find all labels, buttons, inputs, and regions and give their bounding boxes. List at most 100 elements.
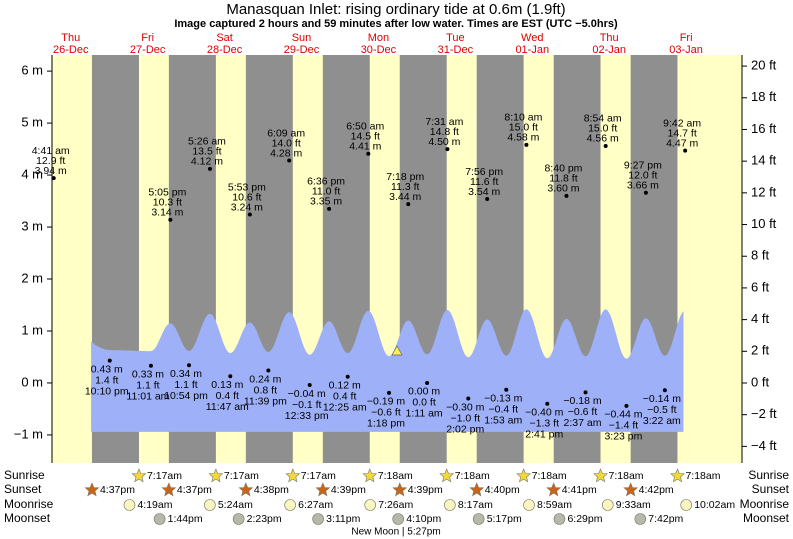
tide-point xyxy=(287,158,292,163)
tide-point xyxy=(643,190,648,195)
moonset-time: 2:23pm xyxy=(247,513,282,525)
sunset-icon xyxy=(161,482,177,497)
row-label: Sunrise xyxy=(4,468,45,482)
tide-label: −0.6 ft xyxy=(568,406,598,418)
tide-point xyxy=(107,358,112,363)
tide-label: 0.33 m xyxy=(132,369,164,381)
y-tick-label: 4 m xyxy=(21,166,43,181)
sunset-icon xyxy=(623,482,639,497)
tide-label: 9:42 am xyxy=(663,117,701,129)
sunset-time: 4:38pm xyxy=(254,484,289,496)
y-tick-label: 1 m xyxy=(21,322,43,337)
tide-label: 4.56 m xyxy=(587,133,619,145)
sunrise-time: 7:17am xyxy=(301,470,336,482)
moonrise-time: 6:27am xyxy=(298,499,333,511)
sunrise-icon xyxy=(362,468,378,483)
day-date: 01-Jan xyxy=(515,44,549,56)
tide-label: −0.6 ft xyxy=(371,407,401,419)
tide-point xyxy=(445,147,450,152)
day-date: 28-Dec xyxy=(207,44,243,56)
sunrise-time: 7:17am xyxy=(147,470,182,482)
tide-label: 3.94 m xyxy=(35,165,67,177)
moonrise-icon xyxy=(204,499,216,511)
sunrise-time: 7:18am xyxy=(532,470,567,482)
row-label: Sunset xyxy=(4,482,42,496)
tide-label: −0.13 m xyxy=(484,392,522,404)
moonset-icon xyxy=(553,513,566,525)
tide-label: −0.1 ft xyxy=(292,399,322,411)
tide-label: 7:18 pm xyxy=(386,171,424,183)
sunrise-icon xyxy=(593,468,608,483)
y2-tick-label: 14 ft xyxy=(751,153,777,168)
tide-label: 4.47 m xyxy=(666,137,698,149)
sunrise-time: 7:18am xyxy=(609,470,644,482)
moonset-icon xyxy=(472,513,485,525)
moonset-time: 4:10pm xyxy=(406,513,441,525)
tide-label: 0.12 m xyxy=(329,380,361,392)
tide-point xyxy=(524,142,529,147)
day-date: 03-Jan xyxy=(669,44,703,56)
tide-point xyxy=(345,374,350,379)
moonrise-icon xyxy=(364,499,377,511)
y2-tick-label: 12 ft xyxy=(751,184,777,199)
tide-label: 8:40 pm xyxy=(544,163,582,175)
tide-label: 12.9 ft xyxy=(36,155,65,167)
row-label: Moonrise xyxy=(4,497,54,511)
tide-label: −0.4 ft xyxy=(489,403,519,415)
tide-label: 3.60 m xyxy=(547,183,579,195)
tide-label: 0.43 m xyxy=(91,363,123,375)
tide-label: −0.18 m xyxy=(563,395,601,407)
tide-label: 3.54 m xyxy=(468,186,500,198)
tide-label: 9:27 pm xyxy=(624,160,662,172)
tide-label: −1.3 ft xyxy=(530,418,560,430)
tide-label: 4.41 m xyxy=(349,141,381,153)
tide-point xyxy=(228,374,233,379)
chart-title: Manasquan Inlet: rising ordinary tide at… xyxy=(226,1,565,18)
moonrise-time: 9:33am xyxy=(616,499,651,511)
tide-label: 11.8 ft xyxy=(549,173,577,185)
sunset-icon xyxy=(315,482,331,497)
sunset-icon xyxy=(392,482,408,497)
sunrise-icon xyxy=(670,468,685,483)
tide-label: 10:54 pm xyxy=(164,390,208,402)
y2-tick-label: 4 ft xyxy=(751,311,769,326)
tide-label: −0.44 m xyxy=(604,409,642,421)
tide-point xyxy=(247,212,252,217)
tide-point xyxy=(603,143,608,148)
tide-label: 4.58 m xyxy=(507,132,539,144)
moonrise-time: 7:26am xyxy=(378,499,413,511)
sunset-icon xyxy=(84,482,100,497)
tide-label: 0.13 m xyxy=(211,379,243,391)
y-tick-label: −1 m xyxy=(14,426,43,441)
y2-tick-label: 18 ft xyxy=(751,89,777,104)
tide-label: 12.0 ft xyxy=(628,170,657,182)
tide-label: 3.66 m xyxy=(627,180,659,192)
tide-point xyxy=(148,363,153,368)
moonrise-icon xyxy=(284,499,296,511)
tide-label: 4:41 am xyxy=(32,145,70,157)
sunrise-icon xyxy=(439,468,455,483)
tide-point xyxy=(406,202,411,207)
tide-point xyxy=(583,390,588,395)
tide-label: 2:37 am xyxy=(564,417,602,429)
y-tick-label: 5 m xyxy=(21,115,43,130)
sunrise-icon xyxy=(208,468,224,483)
sunrise-icon xyxy=(131,468,147,483)
tide-point xyxy=(387,390,392,395)
tide-label: 6:50 am xyxy=(346,121,384,133)
tide-point xyxy=(307,383,312,388)
sunrise-time: 7:17am xyxy=(224,470,259,482)
tide-point xyxy=(624,403,629,408)
day-name: Sat xyxy=(216,32,233,44)
tide-label: 6:09 am xyxy=(267,127,305,139)
day-date: 27-Dec xyxy=(130,44,166,56)
tide-point xyxy=(366,151,371,156)
sunset-icon xyxy=(546,482,562,497)
day-name: Sun xyxy=(292,32,312,44)
tide-label: 3:22 am xyxy=(643,415,681,427)
tide-label: 4.28 m xyxy=(270,147,302,159)
tide-label: 7:56 pm xyxy=(465,166,503,178)
day-name: Tue xyxy=(446,32,465,44)
tide-label: 0.8 ft xyxy=(254,384,277,396)
